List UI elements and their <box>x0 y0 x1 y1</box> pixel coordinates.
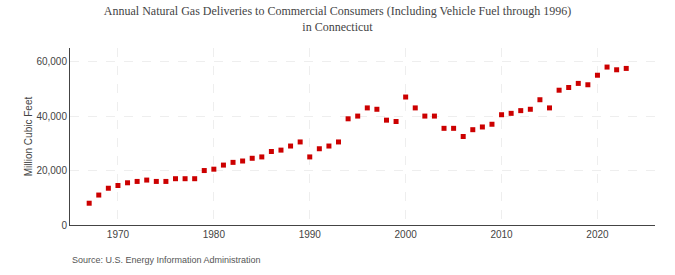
svg-text:Source: U.S. Energy Informatio: Source: U.S. Energy Information Administ… <box>72 255 261 265</box>
svg-text:40,000: 40,000 <box>36 111 67 122</box>
svg-text:1990: 1990 <box>299 229 322 240</box>
svg-text:20,000: 20,000 <box>36 165 67 176</box>
svg-text:1970: 1970 <box>107 229 130 240</box>
svg-text:Million Cubic Feet: Million Cubic Feet <box>23 97 34 177</box>
svg-text:2020: 2020 <box>586 229 609 240</box>
svg-text:2000: 2000 <box>395 229 418 240</box>
svg-text:2010: 2010 <box>490 229 513 240</box>
svg-text:0: 0 <box>61 220 67 231</box>
svg-text:60,000: 60,000 <box>36 56 67 67</box>
svg-text:Annual Natural Gas Deliveries: Annual Natural Gas Deliveries to Commerc… <box>104 4 571 34</box>
svg-text:1980: 1980 <box>203 229 226 240</box>
